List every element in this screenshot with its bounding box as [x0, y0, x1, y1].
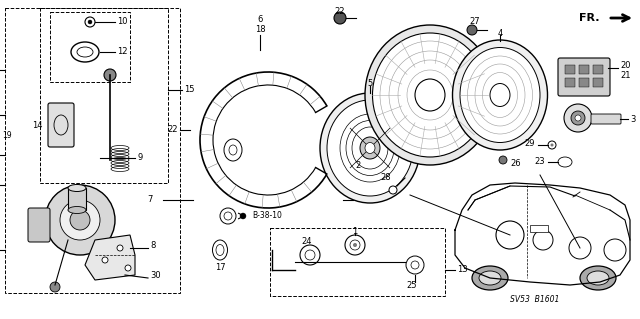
Circle shape	[575, 115, 581, 121]
Text: 2: 2	[355, 160, 360, 169]
Bar	[565, 78, 575, 87]
Bar	[40, 8, 168, 183]
Ellipse shape	[472, 266, 508, 290]
Ellipse shape	[490, 84, 510, 107]
Ellipse shape	[360, 137, 380, 159]
Text: 15: 15	[184, 85, 195, 94]
Ellipse shape	[415, 79, 445, 111]
Ellipse shape	[212, 240, 227, 260]
Text: SV53  B1601: SV53 B1601	[510, 295, 560, 305]
Bar	[270, 228, 445, 296]
Text: 21: 21	[620, 71, 630, 80]
Circle shape	[564, 104, 592, 132]
Circle shape	[220, 208, 236, 224]
Circle shape	[548, 141, 556, 149]
Text: 7: 7	[148, 196, 153, 204]
Circle shape	[240, 213, 246, 219]
Circle shape	[104, 69, 116, 81]
Text: 5: 5	[367, 78, 372, 87]
Text: 28: 28	[381, 174, 391, 182]
Ellipse shape	[479, 271, 501, 285]
Circle shape	[102, 257, 108, 263]
FancyBboxPatch shape	[591, 114, 621, 124]
Circle shape	[88, 20, 92, 24]
Text: 23: 23	[534, 158, 545, 167]
FancyBboxPatch shape	[28, 208, 50, 242]
Text: 17: 17	[214, 263, 225, 272]
Circle shape	[467, 25, 477, 35]
Bar	[5, 8, 180, 293]
FancyBboxPatch shape	[558, 58, 610, 96]
Circle shape	[45, 185, 115, 255]
Text: 13: 13	[457, 265, 468, 275]
Text: 14: 14	[33, 121, 43, 130]
FancyBboxPatch shape	[48, 103, 74, 147]
Circle shape	[125, 265, 131, 271]
Ellipse shape	[320, 93, 420, 203]
Text: 29: 29	[525, 138, 535, 147]
Text: 8: 8	[150, 241, 156, 249]
Polygon shape	[85, 235, 135, 280]
Circle shape	[353, 243, 357, 247]
Text: 18: 18	[255, 26, 266, 34]
Text: 6: 6	[257, 16, 262, 25]
Ellipse shape	[372, 33, 488, 157]
Bar	[593, 65, 603, 74]
Circle shape	[499, 156, 507, 164]
Ellipse shape	[460, 48, 540, 143]
Text: 9: 9	[137, 153, 142, 162]
Bar	[68, 188, 86, 210]
Circle shape	[70, 210, 90, 230]
Circle shape	[117, 245, 123, 251]
Circle shape	[345, 235, 365, 255]
Ellipse shape	[452, 40, 547, 150]
Bar	[579, 65, 589, 74]
Ellipse shape	[68, 184, 86, 191]
Text: 4: 4	[497, 28, 502, 38]
Circle shape	[550, 144, 554, 146]
Text: 12: 12	[117, 48, 127, 56]
Ellipse shape	[558, 157, 572, 167]
Text: 24: 24	[301, 238, 312, 247]
Circle shape	[389, 186, 397, 194]
Bar	[579, 78, 589, 87]
Bar	[565, 65, 575, 74]
Text: B-38-10: B-38-10	[252, 211, 282, 220]
Circle shape	[85, 17, 95, 27]
Text: 10: 10	[117, 18, 127, 26]
Ellipse shape	[224, 139, 242, 161]
Text: 3: 3	[630, 115, 636, 123]
Bar	[530, 225, 548, 232]
Text: 26: 26	[510, 159, 520, 167]
Text: FR.: FR.	[579, 13, 600, 23]
Bar	[50, 12, 130, 82]
Circle shape	[60, 200, 100, 240]
Text: 20: 20	[620, 62, 630, 70]
Circle shape	[50, 282, 60, 292]
Text: 19: 19	[2, 130, 12, 139]
Ellipse shape	[365, 143, 375, 153]
Circle shape	[571, 111, 585, 125]
Text: 27: 27	[470, 18, 480, 26]
Ellipse shape	[68, 206, 86, 213]
Text: 1: 1	[353, 226, 358, 235]
Text: 25: 25	[407, 280, 417, 290]
Circle shape	[334, 12, 346, 24]
Text: 22: 22	[335, 8, 345, 17]
Ellipse shape	[365, 25, 495, 165]
Bar	[593, 78, 603, 87]
Text: 30: 30	[150, 271, 161, 280]
Text: 22: 22	[168, 125, 178, 135]
Circle shape	[406, 256, 424, 274]
Ellipse shape	[327, 100, 413, 196]
Ellipse shape	[580, 266, 616, 290]
Ellipse shape	[587, 271, 609, 285]
